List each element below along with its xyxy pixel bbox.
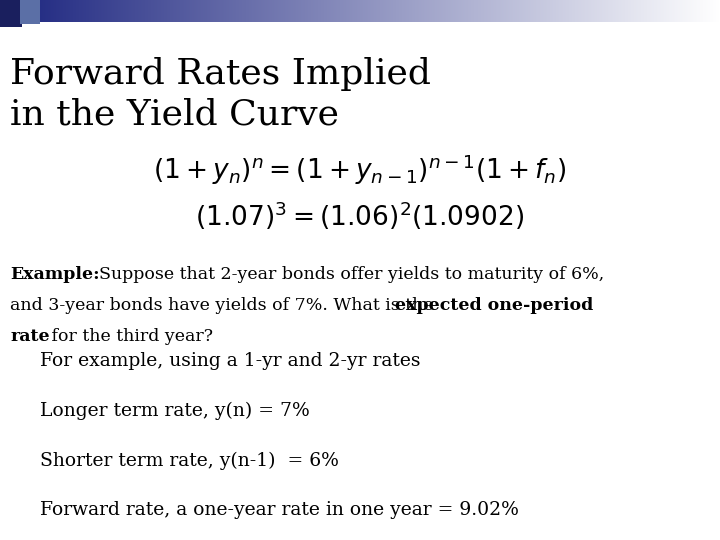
Text: expected one-period: expected one-period bbox=[395, 297, 593, 314]
Text: Shorter term rate, y(n-1)  = 6%: Shorter term rate, y(n-1) = 6% bbox=[40, 451, 338, 470]
Text: rate: rate bbox=[10, 328, 50, 345]
Text: Forward rate, a one-year rate in one year = 9.02%: Forward rate, a one-year rate in one yea… bbox=[40, 501, 518, 519]
Text: in the Yield Curve: in the Yield Curve bbox=[10, 97, 339, 131]
Text: Longer term rate, y(n) = 7%: Longer term rate, y(n) = 7% bbox=[40, 402, 310, 420]
Text: $(1+y_n)^n = (1+y_{n-1})^{n-1}(1+f_n)$: $(1+y_n)^n = (1+y_{n-1})^{n-1}(1+f_n)$ bbox=[153, 153, 567, 187]
Bar bbox=[0, 0, 22, 27]
Text: Forward Rates Implied: Forward Rates Implied bbox=[10, 57, 431, 91]
Text: For example, using a 1-yr and 2-yr rates: For example, using a 1-yr and 2-yr rates bbox=[40, 352, 420, 370]
Text: Suppose that 2-year bonds offer yields to maturity of 6%,: Suppose that 2-year bonds offer yields t… bbox=[88, 266, 604, 282]
Text: for the third year?: for the third year? bbox=[46, 328, 213, 345]
Text: $(1.07)^3 = (1.06)^2(1.0902)$: $(1.07)^3 = (1.06)^2(1.0902)$ bbox=[195, 200, 525, 232]
Bar bbox=[20, 0, 40, 24]
Text: and 3-year bonds have yields of 7%. What is the: and 3-year bonds have yields of 7%. What… bbox=[10, 297, 439, 314]
Text: Example:: Example: bbox=[10, 266, 99, 282]
